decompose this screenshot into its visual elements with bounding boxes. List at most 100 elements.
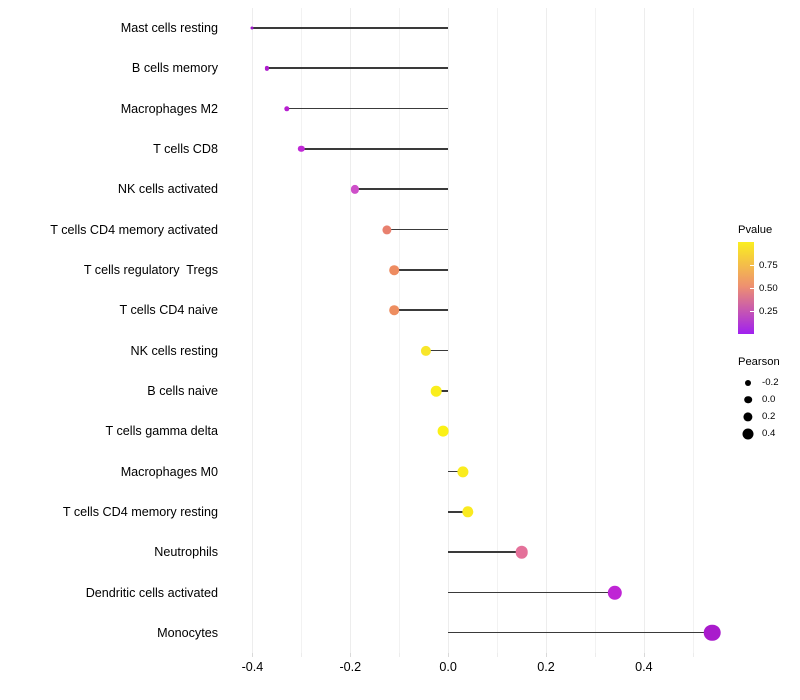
- y-axis-tick-label: NK cells resting: [130, 343, 219, 358]
- x-axis-tick-mark: [350, 653, 352, 657]
- lollipop-stem: [394, 269, 449, 271]
- size-legend-dot-cell: [738, 391, 758, 408]
- data-point[interactable]: [284, 106, 290, 112]
- lollipop-stem: [448, 551, 522, 553]
- data-point[interactable]: [421, 345, 432, 356]
- data-point[interactable]: [265, 66, 270, 71]
- gridline: [301, 8, 303, 653]
- x-axis-minor-tick-mark: [497, 653, 499, 657]
- lollipop-row[interactable]: [228, 177, 732, 201]
- size-legend-label: 0.0: [762, 394, 776, 405]
- x-axis-minor-tick-mark: [692, 653, 694, 657]
- size-legend-dot: [742, 428, 754, 439]
- gridline: [497, 8, 499, 653]
- lollipop-row[interactable]: [228, 16, 732, 40]
- x-axis-tick-label: 0.0: [439, 660, 457, 674]
- size-legend-item: 0.4: [738, 425, 800, 442]
- data-point[interactable]: [437, 425, 449, 437]
- data-point[interactable]: [704, 624, 721, 642]
- lollipop-row[interactable]: [228, 97, 732, 121]
- y-axis-tick-label: T cells CD4 naive: [119, 303, 218, 318]
- lollipop-row[interactable]: [228, 419, 732, 443]
- gridline: [692, 8, 694, 653]
- y-axis-labels: Mast cells resting B cells memory Macropha…: [0, 8, 218, 653]
- data-point[interactable]: [607, 585, 622, 600]
- x-axis-tick-mark: [252, 653, 254, 657]
- pvalue-legend-title: Pvalue: [738, 224, 773, 236]
- data-point[interactable]: [250, 26, 254, 30]
- colorbar-tick-label: 0.75: [759, 259, 778, 271]
- lollipop-row[interactable]: [228, 339, 732, 363]
- size-legend-label: -0.2: [762, 377, 779, 388]
- data-point[interactable]: [389, 265, 400, 275]
- lollipop-stem: [267, 67, 449, 70]
- x-axis-minor-tick-mark: [399, 653, 401, 657]
- size-legend-item: -0.2: [738, 374, 800, 391]
- y-axis-tick-label: Monocytes: [157, 625, 218, 640]
- data-point[interactable]: [515, 545, 528, 559]
- y-axis-tick-label: Macrophages M2: [120, 101, 218, 116]
- gridline: [252, 8, 254, 653]
- gridline: [399, 8, 401, 653]
- y-axis-tick-label: Mast cells resting: [120, 21, 218, 36]
- gridline: [594, 8, 596, 653]
- x-axis-tick-label: -0.4: [241, 660, 264, 674]
- lollipop-row[interactable]: [228, 218, 732, 242]
- pearson-size-legend: Pearson -0.2 0.0 0.2 0.4: [738, 356, 800, 442]
- y-axis-tick-label: Neutrophils: [154, 545, 218, 560]
- pearson-legend-title: Pearson: [738, 356, 780, 368]
- x-axis-minor-tick-mark: [594, 653, 596, 657]
- y-axis-tick-label: T cells CD8: [153, 142, 218, 157]
- y-axis-tick-label: B cells naive: [147, 383, 218, 398]
- x-axis-minor-tick-mark: [301, 653, 303, 657]
- lollipop-row[interactable]: [228, 460, 732, 484]
- lollipop-row[interactable]: [228, 298, 732, 322]
- y-axis-tick-label: Dendritic cells activated: [85, 585, 218, 600]
- data-point[interactable]: [457, 466, 469, 478]
- gridline: [546, 8, 548, 653]
- lollipop-stem: [448, 591, 615, 594]
- data-point[interactable]: [351, 185, 360, 194]
- x-axis-tick-mark: [643, 653, 645, 657]
- plot-panel: [228, 8, 732, 653]
- data-point[interactable]: [389, 305, 400, 316]
- y-axis-tick-label: T cells regulatory Tregs: [83, 263, 218, 278]
- lollipop-row[interactable]: [228, 56, 732, 80]
- lollipop-row[interactable]: [228, 137, 732, 161]
- x-axis-tick-label: -0.2: [339, 660, 362, 674]
- colorbar-tick-mark: [750, 288, 755, 289]
- data-point[interactable]: [430, 385, 442, 397]
- size-legend-dot: [744, 395, 752, 404]
- lollipop-row[interactable]: [228, 500, 732, 524]
- lollipop-stem: [355, 188, 449, 190]
- data-point[interactable]: [382, 225, 392, 235]
- x-axis-tick-label: 0.2: [537, 660, 555, 674]
- legend-container: Pvalue 0.75 0.50 0.25 Pearson -0.2 0.0 0.2 0.…: [738, 224, 800, 442]
- y-axis-tick-label: T cells CD4 memory resting: [62, 504, 218, 519]
- data-point[interactable]: [298, 145, 305, 153]
- colorbar-tick-label: 0.50: [759, 282, 778, 294]
- x-axis-tick-mark: [448, 653, 450, 657]
- colorbar-tick-mark: [750, 265, 755, 266]
- size-legend-item: 0.2: [738, 408, 800, 425]
- size-legend-label: 0.4: [762, 428, 776, 439]
- lollipop-row[interactable]: [228, 540, 732, 564]
- size-legend-label: 0.2: [762, 411, 776, 422]
- lollipop-stem: [286, 107, 449, 110]
- lollipop-stem: [448, 510, 468, 513]
- y-axis-tick-label: T cells gamma delta: [105, 424, 218, 439]
- x-axis-tick-mark: [546, 653, 548, 657]
- lollipop-stem: [448, 631, 713, 634]
- lollipop-row[interactable]: [228, 581, 732, 605]
- data-point[interactable]: [462, 506, 474, 518]
- lollipop-row[interactable]: [228, 379, 732, 403]
- pvalue-colorbar-wrap: 0.75 0.50 0.25: [738, 242, 794, 334]
- size-legend-dot: [743, 411, 753, 422]
- x-axis-tick-label: 0.4: [635, 660, 653, 674]
- colorbar-tick-label: 0.25: [759, 305, 778, 317]
- lollipop-row[interactable]: [228, 258, 732, 282]
- size-legend-dot-cell: [738, 425, 758, 442]
- gridline: [643, 8, 645, 653]
- lollipop-row[interactable]: [228, 621, 732, 645]
